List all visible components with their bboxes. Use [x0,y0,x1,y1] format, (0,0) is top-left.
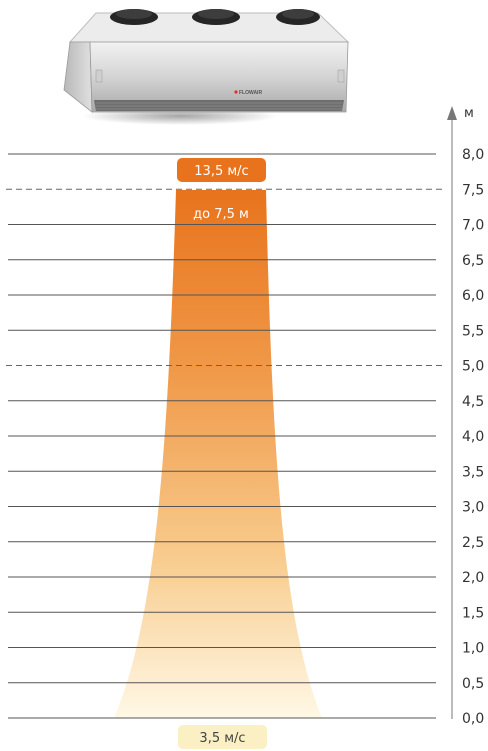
tick-label: 7,0 [462,218,484,234]
tick-label: 6,5 [462,253,484,269]
axis-arrow [447,106,457,719]
tick-label: 2,5 [462,535,484,551]
tick-label: 3,0 [462,500,484,516]
tick-label: 1,5 [462,605,484,621]
bottom-speed-badge: 3,5 м/с [178,725,267,749]
flowair-logo: FLOWAIR [234,90,262,96]
top-speed-badge: 13,5 м/с [177,158,266,182]
tick-label: 0,0 [462,711,484,727]
tick-label: 7,5 [462,182,484,198]
tick-label: 5,5 [462,323,484,339]
tick-label: 5,0 [462,359,484,375]
device-vent-grille [94,100,344,111]
tick-label: 2,0 [462,570,484,586]
tick-label: 4,5 [462,394,484,410]
fan-icon [276,9,320,25]
air-curtain-unit: FLOWAIR [63,9,350,125]
fan-icon [110,9,158,25]
device-side-panel [63,41,93,113]
tick-label: 1,0 [462,641,484,657]
fan-icon [192,9,240,25]
device-front-panel [89,41,349,113]
height-axis: 8,0 7,5 7,0 6,5 6,0 5,5 5,0 4,5 4,0 3,5 3,0 2,5 2,0 1… [462,147,484,727]
tick-label: 3,5 [462,464,484,480]
tick-label: 4,0 [462,429,484,445]
reach-label: до 7,5 м [193,207,249,222]
height-grid [6,153,444,719]
tick-label: 0,5 [462,676,484,692]
bottom-speed-label: 3,5 м/с [199,731,245,746]
top-speed-label: 13,5 м/с [194,164,248,179]
tick-label: 8,0 [462,147,484,163]
air-jet [114,190,322,718]
tick-label: 6,0 [462,288,484,304]
brand-text: FLOWAIR [239,90,262,96]
axis-unit-label: м [464,106,474,121]
